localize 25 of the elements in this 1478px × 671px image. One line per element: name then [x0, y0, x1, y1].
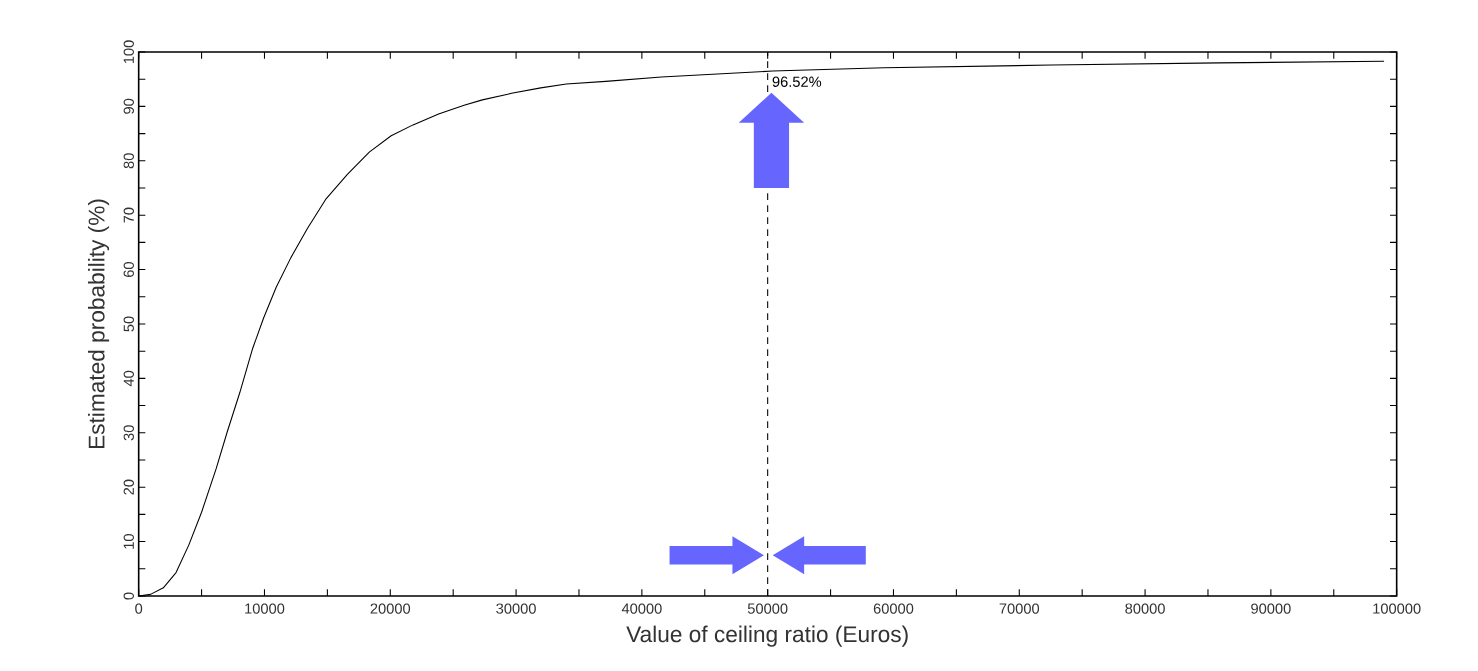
y-tick-label: 90: [123, 98, 134, 114]
x-axis-title: Value of ceiling ratio (Euros): [626, 625, 908, 647]
y-tick-label: 60: [123, 262, 134, 277]
x-tick-label: 60000: [873, 603, 914, 614]
annotation: 96.52%: [772, 76, 822, 87]
y-tick-label: 50: [123, 316, 134, 332]
x-tick-label: 30000: [496, 603, 536, 614]
y-tick-label: 40: [123, 370, 134, 387]
x-tick-label: 0: [135, 603, 143, 614]
x-tick-label: 100000: [1373, 603, 1421, 614]
y-axis-title: Estimated probability (%): [87, 199, 110, 449]
x-tick-label: 50000: [747, 603, 788, 614]
x-tick-label: 10000: [245, 603, 285, 614]
y-tick-label: 20: [123, 479, 134, 495]
x-tick-label: 20000: [370, 603, 411, 614]
y-tick-label: 80: [123, 153, 134, 169]
y-tick-label: 10: [123, 534, 134, 549]
x-tick-label: 80000: [1125, 603, 1165, 614]
x-tick-label: 40000: [621, 603, 662, 614]
x-tick-label: 90000: [1251, 603, 1291, 614]
y-tick-label: 100: [123, 40, 134, 64]
y-tick-label: 0: [123, 592, 134, 600]
x-tick-label: 70000: [999, 603, 1040, 614]
y-tick-label: 30: [123, 425, 134, 441]
y-tick-label: 70: [123, 207, 134, 223]
